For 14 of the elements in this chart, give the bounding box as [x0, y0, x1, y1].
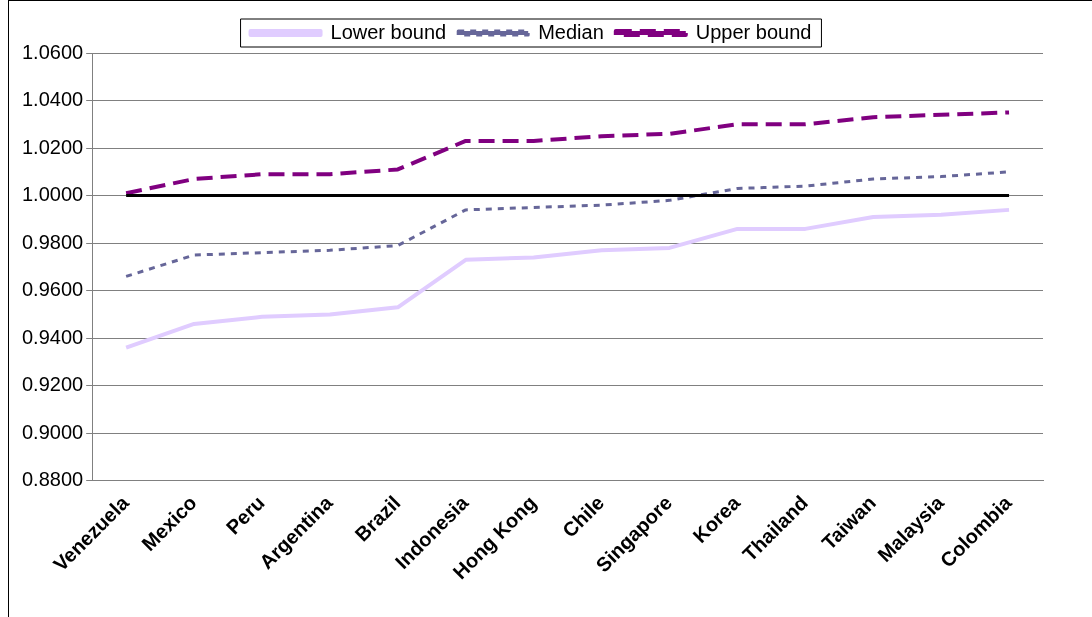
y-tick-label: 0.8800 — [22, 468, 84, 491]
y-tick-label: 0.9000 — [22, 420, 84, 443]
y-tick-label: 0.9800 — [22, 230, 84, 253]
y-tick-label: 0.9600 — [22, 278, 84, 301]
y-tick-label: 0.9200 — [22, 373, 84, 396]
y-tick-label: 1.0600 — [22, 40, 84, 63]
y-tick-label: 1.0000 — [22, 183, 84, 206]
line-series — [124, 110, 1012, 196]
y-tick-label: 1.0200 — [22, 135, 84, 158]
legend-label: Median — [538, 20, 604, 43]
legend-label: Upper bound — [695, 20, 812, 43]
y-tick-label: 1.0400 — [22, 88, 84, 111]
legend-label: Lower bound — [330, 20, 447, 43]
y-tick-label: 0.9400 — [22, 325, 84, 348]
